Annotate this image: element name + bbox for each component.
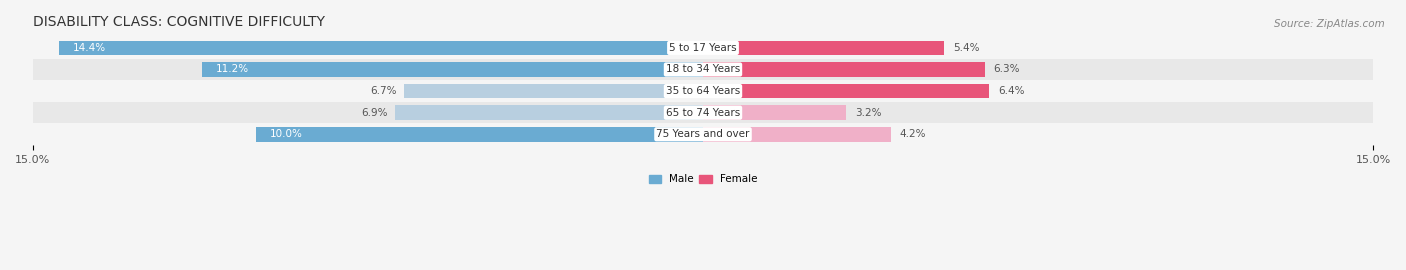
Text: Source: ZipAtlas.com: Source: ZipAtlas.com bbox=[1274, 19, 1385, 29]
Text: 6.4%: 6.4% bbox=[998, 86, 1025, 96]
Bar bbox=[32, 102, 1374, 123]
Bar bbox=[59, 40, 703, 55]
Text: 6.7%: 6.7% bbox=[370, 86, 396, 96]
Text: 65 to 74 Years: 65 to 74 Years bbox=[666, 108, 740, 118]
Bar bbox=[32, 59, 1374, 80]
Bar bbox=[703, 62, 984, 77]
Text: 35 to 64 Years: 35 to 64 Years bbox=[666, 86, 740, 96]
Text: 3.2%: 3.2% bbox=[855, 108, 882, 118]
Bar bbox=[32, 80, 1374, 102]
Text: 5.4%: 5.4% bbox=[953, 43, 980, 53]
Text: 4.2%: 4.2% bbox=[900, 129, 927, 139]
Bar bbox=[404, 84, 703, 99]
Bar bbox=[703, 40, 945, 55]
Bar bbox=[703, 127, 891, 141]
Text: 75 Years and over: 75 Years and over bbox=[657, 129, 749, 139]
Text: 5 to 17 Years: 5 to 17 Years bbox=[669, 43, 737, 53]
Bar bbox=[256, 127, 703, 141]
Text: 10.0%: 10.0% bbox=[270, 129, 302, 139]
Bar bbox=[32, 123, 1374, 145]
Text: 6.9%: 6.9% bbox=[361, 108, 388, 118]
Text: 18 to 34 Years: 18 to 34 Years bbox=[666, 65, 740, 75]
Bar bbox=[703, 84, 988, 99]
Bar bbox=[202, 62, 703, 77]
Text: 11.2%: 11.2% bbox=[217, 65, 249, 75]
Text: DISABILITY CLASS: COGNITIVE DIFFICULTY: DISABILITY CLASS: COGNITIVE DIFFICULTY bbox=[32, 15, 325, 29]
Bar bbox=[703, 105, 846, 120]
Legend: Male, Female: Male, Female bbox=[644, 170, 762, 188]
Text: 6.3%: 6.3% bbox=[994, 65, 1019, 75]
Text: 14.4%: 14.4% bbox=[73, 43, 105, 53]
Bar bbox=[395, 105, 703, 120]
Bar bbox=[32, 37, 1374, 59]
